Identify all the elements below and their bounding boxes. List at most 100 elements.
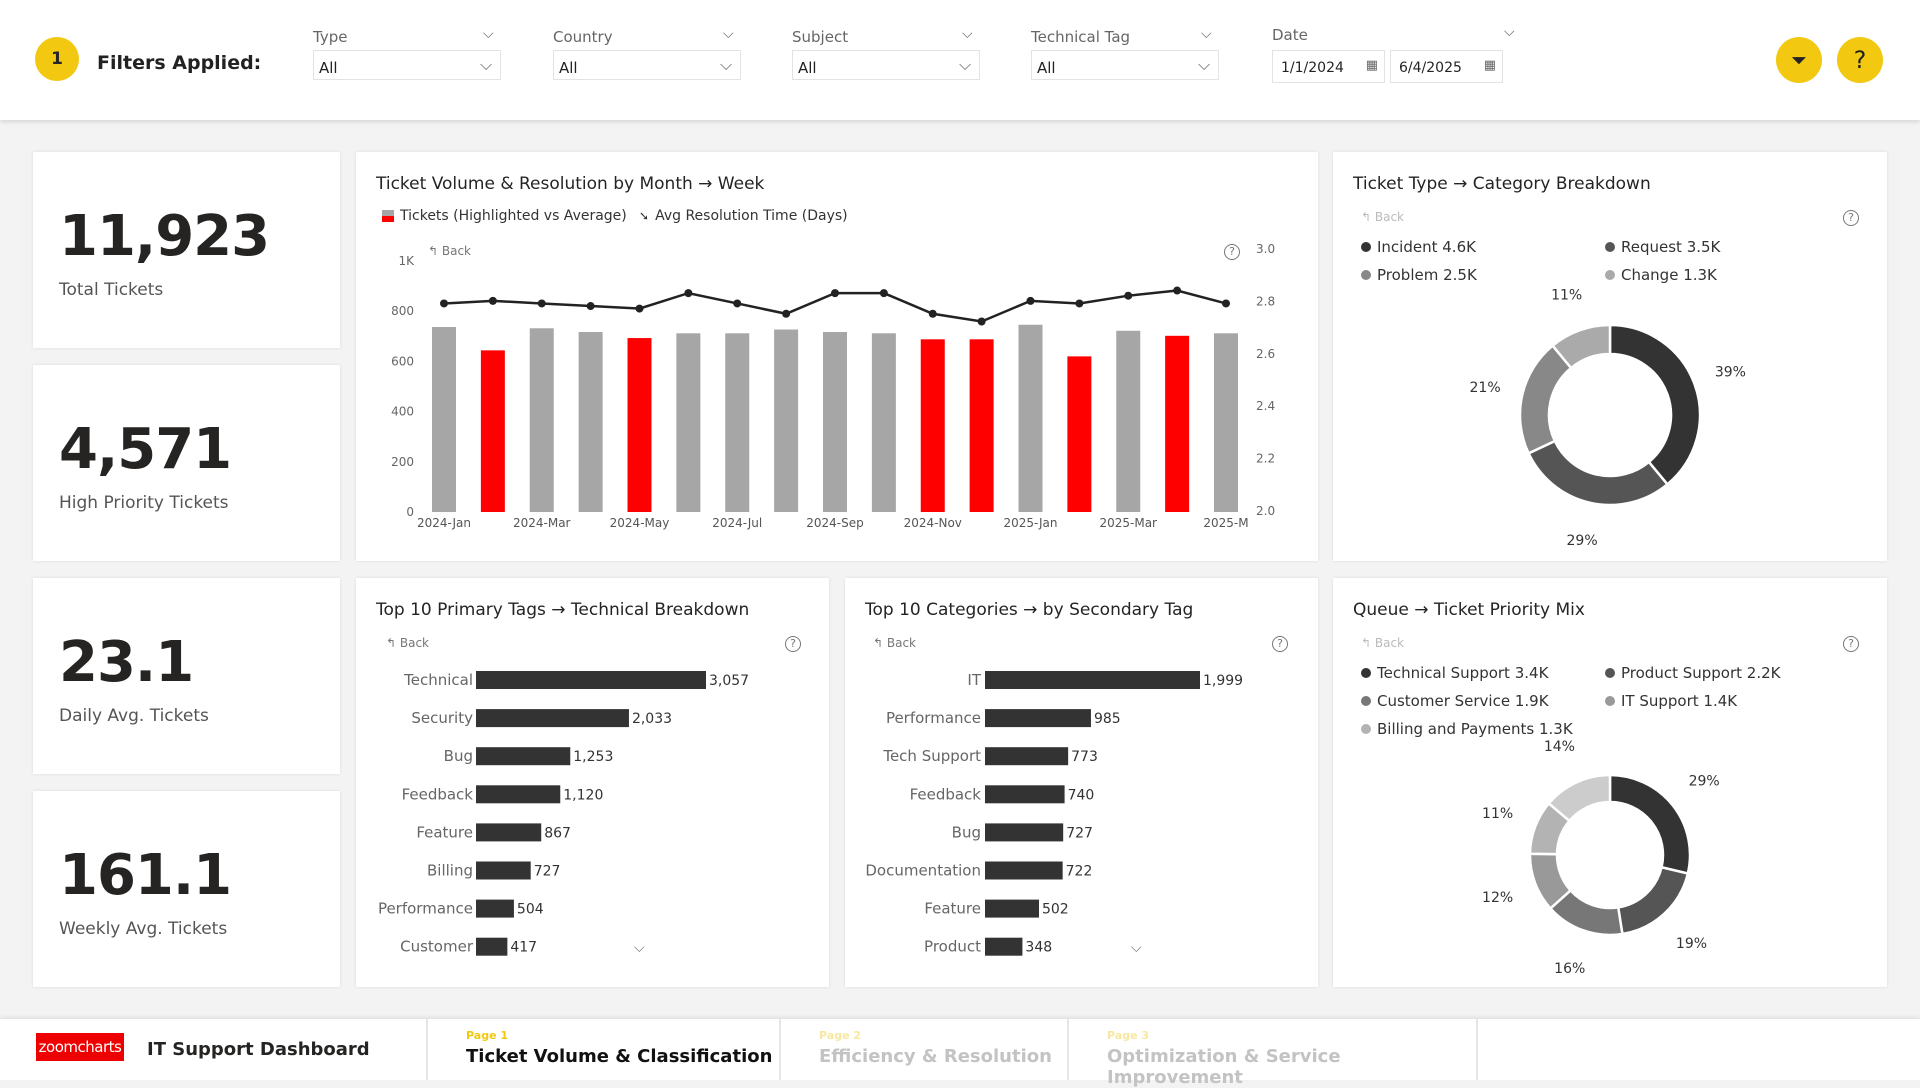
chevron-down-icon[interactable]: ⌵	[1504, 24, 1515, 40]
chart-title: Ticket Type → Category Breakdown	[1353, 174, 1651, 194]
tab-page-2[interactable]: Page 2 Efficiency & Resolution	[779, 1019, 1067, 1080]
bar-category-label: Performance	[886, 709, 981, 727]
kpi-label: High Priority Tickets	[59, 493, 229, 513]
y-right-tick: 2.6	[1256, 347, 1275, 361]
legend-dot	[1361, 242, 1371, 252]
legend-item[interactable]: Incident 4.6K	[1361, 238, 1476, 256]
back-button[interactable]: ↰ Back	[1361, 636, 1404, 650]
y-right-tick: 2.8	[1256, 294, 1275, 308]
clear-filters-button[interactable]: ⏷	[1776, 37, 1822, 83]
help-icon[interactable]: ?	[1843, 636, 1859, 652]
bar	[476, 671, 706, 689]
tab-page-number: Page 3	[1107, 1029, 1150, 1042]
calendar-icon[interactable]: ▦	[1365, 58, 1378, 73]
legend-resolution[interactable]: ➘ Avg Resolution Time (Days)	[639, 208, 848, 224]
legend-dot	[1361, 696, 1371, 706]
legend-item[interactable]: Product Support 2.2K	[1605, 664, 1780, 682]
help-button[interactable]: ?	[1837, 37, 1883, 83]
legend-item[interactable]: Problem 2.5K	[1361, 266, 1477, 284]
kpi-label: Total Tickets	[59, 280, 164, 300]
help-icon[interactable]: ?	[785, 636, 801, 652]
ticket-volume-chart-card: Ticket Volume & Resolution by Month → We…	[356, 152, 1318, 561]
bar-category-label: Billing	[427, 862, 473, 880]
subject-dropdown[interactable]: All ⌵	[792, 50, 980, 80]
slice-percent-label: 19%	[1676, 936, 1707, 952]
resolution-point	[977, 317, 986, 326]
legend-label: Technical Support 3.4K	[1377, 664, 1549, 682]
question-icon: ?	[1853, 46, 1867, 74]
bar	[985, 747, 1069, 766]
legend-dot	[1605, 270, 1615, 280]
chevron-down-icon: ⌵	[959, 55, 972, 74]
bar	[985, 785, 1065, 804]
kpi-value: 161.1	[59, 843, 232, 908]
back-label: Back	[441, 244, 472, 258]
bar-value-label: 417	[510, 940, 537, 956]
combo-chart: 0 200 400 600 800 1K 2.0 2.2 2.4 2.6 2.8 3.0 2024-Ja…	[391, 242, 1275, 530]
help-icon[interactable]: ?	[1224, 244, 1240, 260]
back-arrow-icon: ↰	[1361, 210, 1375, 224]
ticket-bar	[578, 332, 603, 512]
back-arrow-icon: ↰	[1361, 636, 1375, 650]
ticket-bar	[1214, 333, 1238, 512]
start-date-input[interactable]: 1/1/2024 ▦	[1272, 50, 1385, 83]
back-button[interactable]: ↰ Back	[386, 636, 429, 650]
bar-value-label: 3,057	[709, 673, 749, 689]
chevron-down-icon[interactable]: ⌵	[1201, 26, 1212, 42]
legend-label: Billing and Payments 1.3K	[1377, 720, 1573, 738]
bar-value-label: 773	[1071, 749, 1098, 765]
resolution-point	[1026, 296, 1035, 305]
tab-page-3[interactable]: Page 3 Optimization & Service Improvement	[1067, 1019, 1478, 1088]
country-dropdown[interactable]: All ⌵	[553, 50, 741, 80]
back-label: Back	[1374, 210, 1405, 224]
bar	[476, 823, 542, 842]
back-arrow-icon: ↰	[428, 244, 442, 258]
filters-applied-label: Filters Applied:	[97, 52, 262, 74]
end-date-input[interactable]: 6/4/2025 ▦	[1390, 50, 1503, 83]
ticket-bar	[871, 333, 896, 512]
back-button[interactable]: ↰ Back	[873, 636, 916, 650]
legend-tickets[interactable]: Tickets (Highlighted vs Average)	[382, 208, 627, 224]
legend-item[interactable]: Billing and Payments 1.3K	[1361, 720, 1573, 738]
y-left-tick: 0	[406, 505, 414, 519]
tab-page-1[interactable]: Page 1 Ticket Volume & Classification	[426, 1019, 779, 1080]
legend-item[interactable]: Technical Support 3.4K	[1361, 664, 1548, 682]
ticket-bar	[920, 339, 945, 512]
slicer-title: Country	[553, 28, 613, 46]
calendar-icon[interactable]: ▦	[1483, 58, 1496, 73]
y-right-tick: 3.0	[1256, 242, 1275, 256]
legend-dot	[1605, 242, 1615, 252]
help-icon[interactable]: ?	[1843, 210, 1859, 226]
back-arrow-icon: ↰	[873, 636, 887, 650]
type-dropdown[interactable]: All ⌵	[313, 50, 501, 80]
legend-item[interactable]: Change 1.3K	[1605, 266, 1717, 284]
bar-value-label: 867	[544, 825, 571, 841]
y-left-tick: 200	[391, 455, 414, 469]
bar	[985, 709, 1091, 728]
donut-slice	[1526, 439, 1670, 507]
ticket-bar	[774, 329, 799, 512]
legend-label: Product Support 2.2K	[1621, 664, 1781, 682]
back-button[interactable]: ↰ Back	[428, 244, 471, 258]
legend-item[interactable]: Customer Service 1.9K	[1361, 692, 1549, 710]
dropdown-value: All	[1037, 59, 1056, 77]
legend-item[interactable]: Request 3.5K	[1605, 238, 1720, 256]
technical-tag-dropdown[interactable]: All ⌵	[1031, 50, 1219, 80]
bar	[985, 861, 1063, 880]
filter-count-badge: 1	[35, 37, 79, 81]
y-right-tick: 2.2	[1256, 452, 1275, 466]
chevron-down-icon[interactable]: ⌵	[723, 26, 734, 42]
help-icon[interactable]: ?	[1272, 636, 1288, 652]
back-button[interactable]: ↰ Back	[1361, 210, 1404, 224]
legend-item[interactable]: IT Support 1.4K	[1605, 692, 1737, 710]
donut-chart: 29% 19% 16% 12% 11% 14%	[1482, 739, 1720, 977]
legend-label: Tickets (Highlighted vs Average)	[400, 208, 627, 224]
y-right-tick: 2.0	[1256, 504, 1275, 518]
ticket-bar	[1067, 356, 1092, 512]
chevron-down-icon[interactable]: ⌵	[483, 26, 494, 42]
chevron-down-icon[interactable]: ⌵	[962, 26, 973, 42]
scroll-down-icon[interactable]: ⌵	[1131, 940, 1142, 956]
slice-percent-label: 16%	[1554, 961, 1585, 977]
zoomcharts-logo: zoomcharts	[36, 1033, 124, 1061]
scroll-down-icon[interactable]: ⌵	[634, 940, 645, 956]
